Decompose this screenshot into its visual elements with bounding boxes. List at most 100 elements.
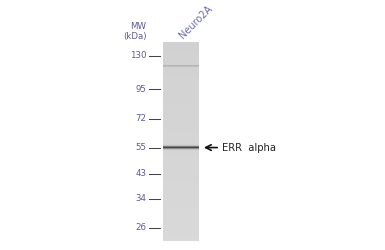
- Bar: [163, 184, 199, 186]
- Bar: [163, 196, 199, 198]
- Bar: [163, 106, 199, 108]
- Bar: [163, 75, 199, 76]
- Bar: [163, 130, 199, 131]
- Bar: [163, 113, 199, 115]
- Bar: [163, 194, 199, 196]
- Text: 130: 130: [130, 51, 146, 60]
- Bar: [163, 105, 199, 106]
- Bar: [163, 112, 199, 113]
- Bar: [163, 211, 199, 212]
- Bar: [163, 143, 199, 144]
- Bar: [163, 153, 199, 154]
- Bar: [163, 176, 199, 178]
- Bar: [163, 146, 199, 148]
- Bar: [163, 72, 199, 73]
- Bar: [163, 90, 199, 92]
- Bar: [163, 60, 199, 62]
- Bar: [163, 126, 199, 128]
- Bar: [163, 96, 199, 98]
- Bar: [163, 224, 199, 226]
- Bar: [163, 48, 199, 50]
- Bar: [163, 76, 199, 78]
- Bar: [163, 234, 199, 236]
- Bar: [163, 221, 199, 222]
- Bar: [163, 115, 199, 116]
- Bar: [163, 239, 199, 241]
- Bar: [163, 116, 199, 118]
- Bar: [163, 198, 199, 199]
- Bar: [163, 108, 199, 110]
- Bar: [163, 228, 199, 229]
- Bar: [163, 222, 199, 224]
- Bar: [163, 103, 199, 105]
- Bar: [163, 70, 199, 72]
- Bar: [163, 181, 199, 183]
- Bar: [163, 42, 199, 43]
- Bar: [163, 163, 199, 164]
- Text: 72: 72: [136, 114, 146, 123]
- Bar: [163, 55, 199, 57]
- Text: Neuro2A: Neuro2A: [178, 4, 215, 41]
- Bar: [163, 236, 199, 238]
- Bar: [163, 110, 199, 112]
- Bar: [163, 188, 199, 189]
- Bar: [163, 161, 199, 163]
- Bar: [163, 54, 199, 55]
- Bar: [163, 80, 199, 82]
- Bar: [163, 150, 199, 151]
- Text: ERR  alpha: ERR alpha: [222, 142, 276, 152]
- Text: 34: 34: [136, 194, 146, 203]
- Bar: [163, 65, 199, 67]
- Bar: [163, 86, 199, 88]
- Bar: [163, 78, 199, 80]
- Bar: [163, 93, 199, 95]
- Bar: [163, 144, 199, 146]
- Bar: [163, 47, 199, 48]
- Bar: [163, 151, 199, 153]
- Bar: [163, 226, 199, 228]
- Bar: [163, 193, 199, 194]
- Bar: [163, 170, 199, 171]
- Bar: [163, 148, 199, 150]
- Bar: [163, 171, 199, 173]
- Bar: [163, 202, 199, 204]
- Bar: [163, 44, 199, 45]
- Bar: [163, 82, 199, 83]
- Bar: [163, 100, 199, 102]
- Bar: [163, 209, 199, 211]
- Bar: [163, 50, 199, 52]
- Bar: [163, 219, 199, 221]
- Text: 95: 95: [136, 85, 146, 94]
- Bar: [163, 63, 199, 65]
- Bar: [163, 102, 199, 103]
- Bar: [163, 191, 199, 193]
- Bar: [163, 206, 199, 208]
- Bar: [163, 133, 199, 135]
- Bar: [163, 160, 199, 161]
- Bar: [163, 168, 199, 170]
- Bar: [163, 125, 199, 126]
- Bar: [163, 92, 199, 93]
- Bar: [163, 57, 199, 58]
- Bar: [163, 138, 199, 140]
- Bar: [163, 218, 199, 219]
- Bar: [163, 180, 199, 181]
- Bar: [163, 68, 199, 70]
- Bar: [163, 140, 199, 141]
- Bar: [163, 212, 199, 214]
- Bar: [163, 135, 199, 136]
- Text: 43: 43: [136, 169, 146, 178]
- Bar: [163, 131, 199, 133]
- Bar: [163, 214, 199, 216]
- Bar: [163, 174, 199, 176]
- Bar: [163, 95, 199, 96]
- Bar: [163, 154, 199, 156]
- Bar: [163, 204, 199, 206]
- Bar: [163, 158, 199, 160]
- Bar: [163, 73, 199, 75]
- Bar: [163, 189, 199, 191]
- Bar: [163, 201, 199, 202]
- Bar: [163, 98, 199, 100]
- Bar: [163, 178, 199, 180]
- Text: 26: 26: [136, 223, 146, 232]
